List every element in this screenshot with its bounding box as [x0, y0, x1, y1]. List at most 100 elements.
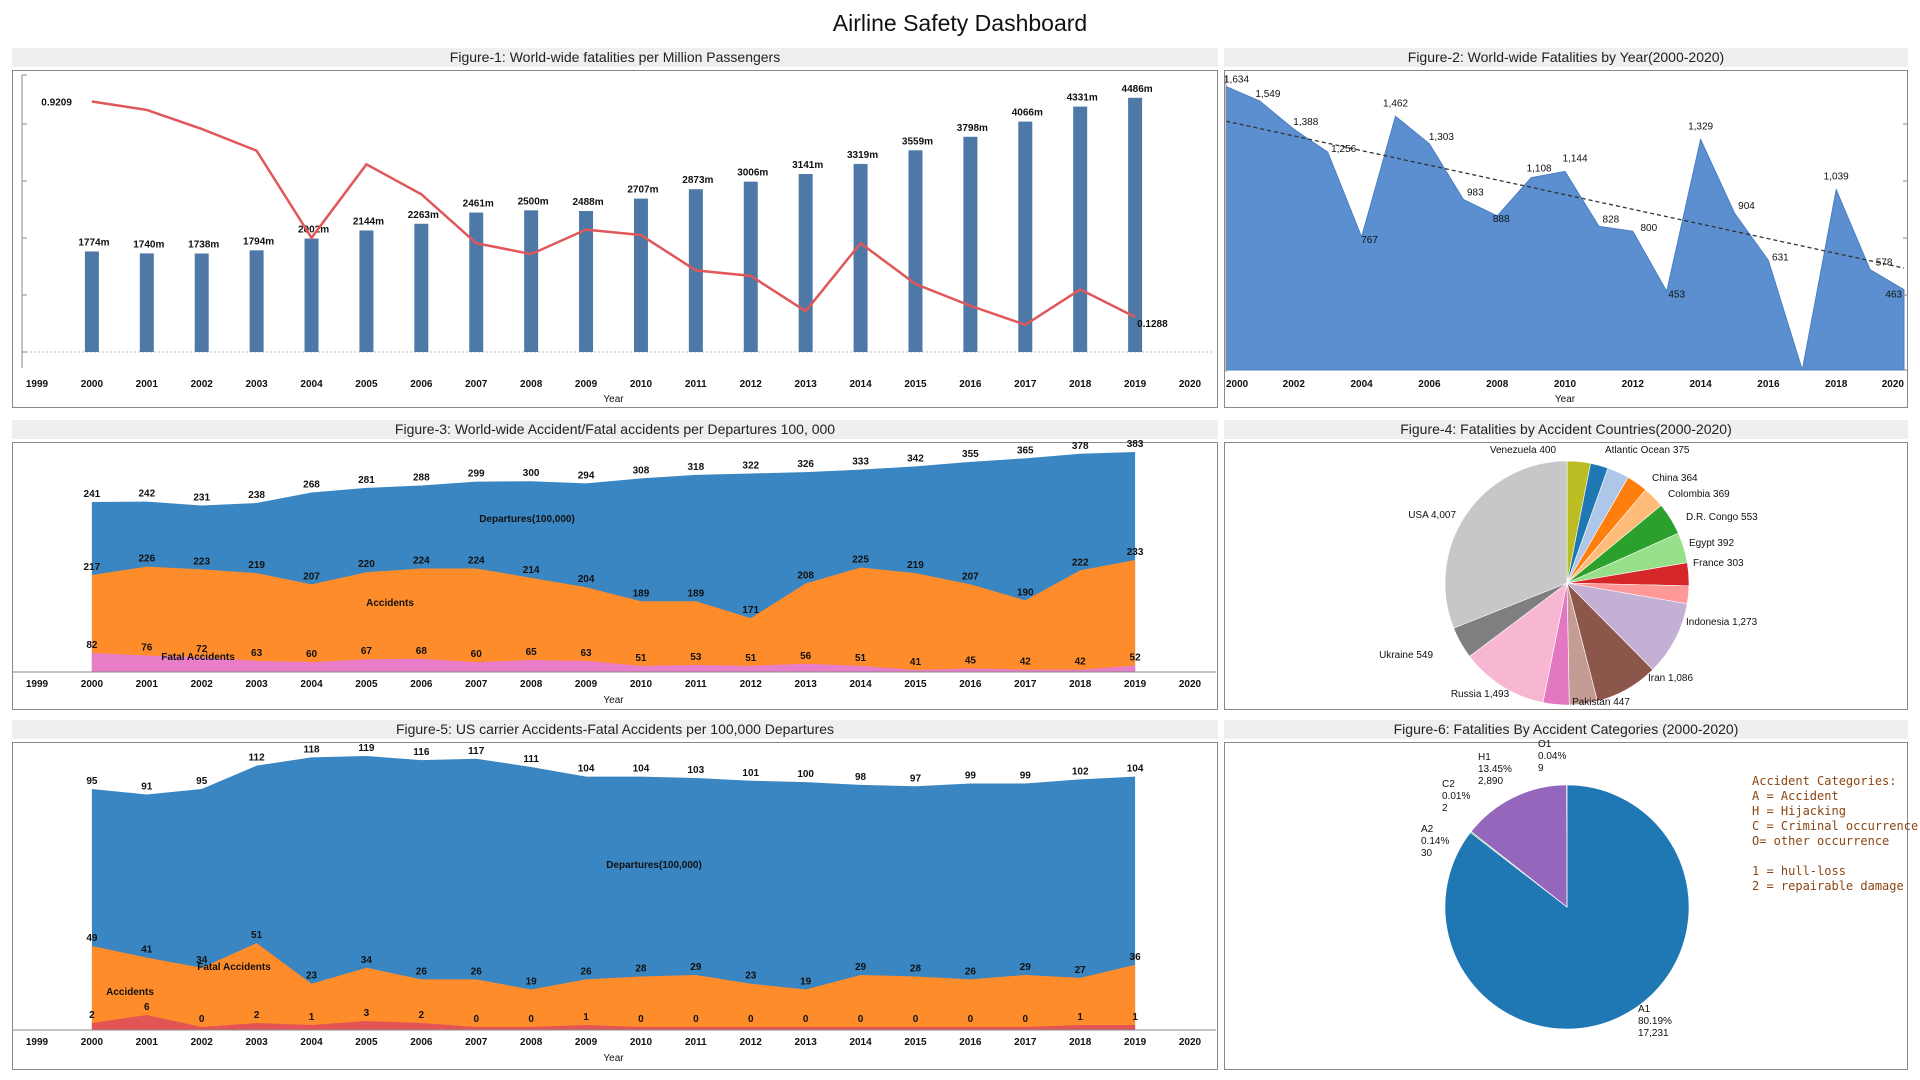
- figure-4-slice-label: Colombia 369: [1668, 489, 1730, 500]
- figure-2-data-label: 1,108: [1527, 164, 1552, 175]
- figure-6-slice-label: 17,231: [1638, 1028, 1669, 1039]
- figure-1-bar-label: 2500m: [518, 196, 549, 207]
- figure-3-area-fatal-accidents: [91, 653, 1136, 672]
- figure-3-x-tick: 2007: [465, 679, 488, 690]
- figure-1-bar: [359, 230, 374, 352]
- figure-5-data-label: 36: [1130, 952, 1142, 963]
- figure-1-line-series: [91, 100, 1136, 327]
- figure-5-data-label: 0: [528, 1014, 534, 1025]
- figure-5-data-label: 26: [416, 966, 428, 977]
- figure-1-x-tick: 1999: [26, 379, 49, 390]
- figure-5-x-tick: 2020: [1179, 1037, 1202, 1048]
- figure-1-bar-label: 3559m: [902, 136, 933, 147]
- legend-line: 2 = repairable damage: [1752, 879, 1904, 893]
- figure-1-bar: [469, 212, 484, 352]
- figure-5-data-label: 19: [526, 977, 538, 988]
- figure-5-data-label: 101: [742, 768, 759, 779]
- figure-1-bar: [963, 136, 978, 352]
- figure-4-slice-label: Pakistan 447: [1572, 697, 1630, 708]
- figure-6-slice-label: 2: [1442, 803, 1448, 814]
- figure-3-data-label: 224: [468, 555, 485, 566]
- figure-5-data-label: 28: [910, 963, 922, 974]
- figure-3-data-label: 42: [1020, 657, 1032, 668]
- figure-3-data-label: 82: [86, 640, 98, 651]
- legend-line: O= other occurrence: [1752, 834, 1890, 848]
- figure-1-title: Figure-1: World-wide fatalities per Mill…: [12, 48, 1218, 67]
- figure-1-x-tick: 2015: [904, 379, 927, 390]
- figure-3-x-tick: 2019: [1124, 679, 1147, 690]
- figure-1-x-tick: 2006: [410, 379, 433, 390]
- figure-5-data-label: 29: [690, 962, 702, 973]
- figure-5-data-label: 119: [358, 743, 375, 754]
- figure-5-x-tick: 2006: [410, 1037, 433, 1048]
- figure-5-data-label: 34: [196, 955, 208, 966]
- figure-3-data-label: 220: [358, 559, 375, 570]
- legend-line: A = Accident: [1752, 789, 1839, 803]
- figure-1-bar: [579, 211, 594, 352]
- figure-3-x-tick: 2009: [575, 679, 598, 690]
- figure-1-bar-label: 2707m: [627, 185, 658, 196]
- figure-2-x-tick: 2016: [1757, 379, 1780, 390]
- figure-1-x-tick: 2014: [849, 379, 872, 390]
- figure-1-bar: [249, 250, 264, 352]
- legend-line: Accident Categories:: [1752, 774, 1897, 788]
- figure-3-data-label: 63: [580, 648, 592, 659]
- figure-5-data-label: 95: [196, 776, 208, 787]
- figure-2-x-tick: 2004: [1350, 379, 1373, 390]
- figure-1-bar: [84, 251, 99, 352]
- figure-3-data-label: 383: [1127, 439, 1144, 450]
- figure-2-data-label: 1,256: [1331, 144, 1356, 155]
- figure-5-data-label: 97: [910, 773, 922, 784]
- figure-6-slice-label: 13.45%: [1478, 764, 1512, 775]
- figure-3-data-label: 189: [633, 588, 650, 599]
- figure-2-area: [1225, 85, 1905, 371]
- figure-4-slice-label: France 303: [1693, 558, 1744, 569]
- figure-6-slice-label: 80.19%: [1638, 1016, 1672, 1027]
- figure-5-data-label: 41: [141, 945, 153, 956]
- figure-6-slice-label: 0.04%: [1538, 751, 1566, 762]
- figure-5-data-label: 26: [580, 966, 592, 977]
- figure-1-x-tick: 2019: [1124, 379, 1147, 390]
- figure-2-x-tick: 2014: [1689, 379, 1712, 390]
- figure-1-bar: [1018, 121, 1033, 353]
- figure-1-x-tick: 2003: [245, 379, 268, 390]
- figure-5-data-label: 34: [361, 955, 373, 966]
- figure-3-data-label: 67: [361, 646, 373, 657]
- figure-1-bar-label: 2488m: [572, 197, 603, 208]
- figure-5-data-label: 104: [1127, 764, 1144, 775]
- figure-5-x-tick: 2017: [1014, 1037, 1037, 1048]
- figure-2-data-label: 1,144: [1562, 153, 1587, 164]
- figure-3-data-label: 233: [1127, 547, 1144, 558]
- figure-5-series-name: Fatal Accidents: [197, 962, 271, 973]
- figure-1-bar-label: 1740m: [133, 239, 164, 250]
- figure-3-data-label: 223: [193, 556, 210, 567]
- figure-5-x-tick: 2000: [81, 1037, 104, 1048]
- figure-6-slice-label: A2: [1421, 824, 1434, 835]
- figure-3-series-name: Departures(100,000): [479, 514, 575, 525]
- figure-5-data-label: 2: [254, 1010, 260, 1021]
- figure-5-area-accidents: [91, 943, 1136, 1030]
- figure-2-data-label: 1,388: [1293, 117, 1318, 128]
- figure-5-data-label: 104: [633, 764, 650, 775]
- figure-2-data-label: 800: [1640, 223, 1657, 234]
- figure-3-data-label: 333: [852, 457, 869, 468]
- figure-4-slice-label: USA 4,007: [1408, 510, 1456, 521]
- legend-line: 1 = hull-loss: [1752, 864, 1846, 878]
- figure-3-data-label: 231: [193, 493, 210, 504]
- figure-3-series-name: Fatal Accidents: [161, 652, 235, 663]
- figure-1-bar-label: 3319m: [847, 150, 878, 161]
- figure-1-x-tick: 2007: [465, 379, 488, 390]
- figure-5-data-label: 102: [1072, 766, 1089, 777]
- figure-2-data-label: 1,303: [1429, 132, 1454, 143]
- figure-1-bar: [139, 253, 154, 352]
- figure-5-data-label: 100: [797, 769, 814, 780]
- figure-3-x-tick: 2004: [300, 679, 323, 690]
- figure-6-slice-label: 30: [1421, 848, 1433, 859]
- figure-6-slice-label: 9: [1538, 763, 1544, 774]
- figure-5-data-label: 0: [199, 1014, 205, 1025]
- figure-2-data-label: 767: [1361, 235, 1378, 246]
- figure-3-data-label: 226: [138, 554, 155, 565]
